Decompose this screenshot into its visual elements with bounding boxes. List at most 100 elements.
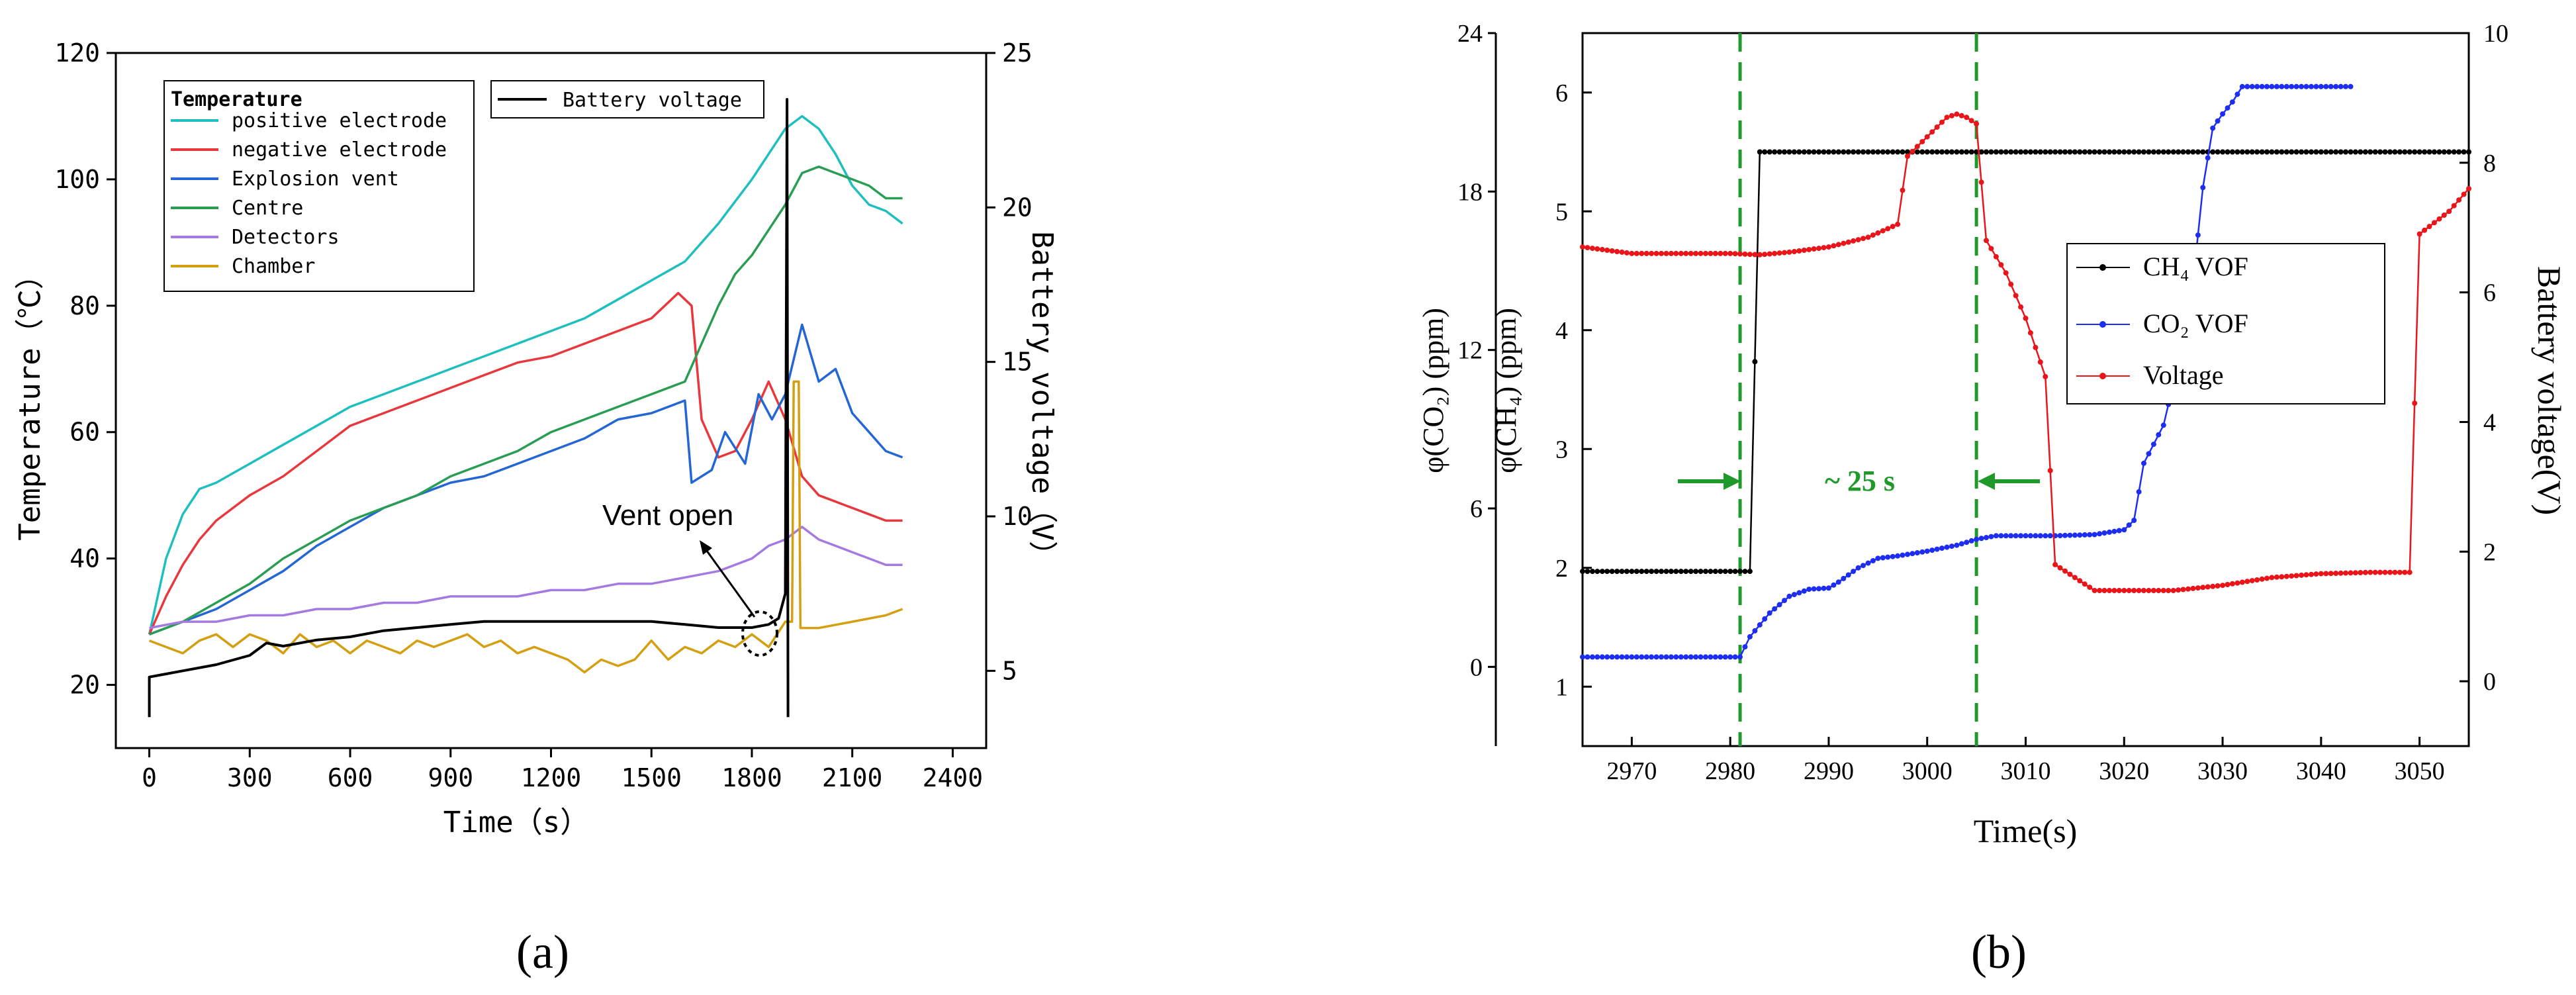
point-co-vof (1624, 654, 1630, 660)
x-tick-label: 3000 (1902, 757, 1953, 785)
point-voltage (2249, 578, 2255, 584)
point-voltage (1845, 239, 1851, 245)
point-ch-vof (1924, 149, 1930, 155)
point-ch-vof (2166, 149, 2172, 155)
legend-label-co2-vof: CO₂ VOF (2143, 308, 2248, 338)
point-ch-vof (2047, 149, 2053, 155)
point-voltage (2289, 573, 2295, 579)
point-co-vof (2259, 83, 2265, 89)
point-ch-vof (1673, 569, 1679, 575)
point-ch-vof (1649, 569, 1655, 575)
y-right-tick-label: 25 (1002, 38, 1033, 68)
point-ch-vof (2299, 149, 2305, 155)
x-tick-label: 0 (142, 763, 157, 792)
point-co-vof (1708, 654, 1714, 660)
point-ch-vof (2309, 149, 2314, 155)
point-ch-vof (2279, 149, 2285, 155)
point-co-vof (1643, 654, 1649, 660)
point-ch-vof (1762, 149, 1768, 155)
legend-marker-ch4-vof (2099, 264, 2106, 271)
point-voltage (1825, 244, 1831, 250)
point-co-vof (2062, 532, 2068, 538)
voltage-tick-label: 0 (2483, 668, 2496, 696)
point-co-vof (1639, 654, 1645, 660)
point-ch-vof (2377, 149, 2383, 155)
point-ch-vof (1718, 569, 1724, 575)
point-ch-vof (1905, 149, 1910, 155)
voltage-tick-label: 8 (2483, 150, 2496, 177)
point-ch-vof (1870, 149, 1876, 155)
x-tick-label: 3040 (2296, 757, 2346, 785)
point-ch-vof (2318, 149, 2324, 155)
point-co-vof (1880, 555, 1886, 561)
point-ch-vof (2269, 149, 2275, 155)
legend-label-positive-electrode: positive electrode (232, 109, 447, 132)
point-co-vof (1875, 555, 1881, 561)
x-tick-label: 1800 (721, 763, 782, 792)
point-ch-vof (2097, 149, 2103, 155)
point-voltage (2264, 575, 2270, 581)
point-co-vof (1978, 536, 1984, 542)
point-co-vof (1929, 547, 1935, 553)
series-chamber (148, 380, 903, 674)
point-ch-vof (1914, 149, 1920, 155)
point-co-vof (1762, 616, 1768, 622)
point-co-vof (2136, 489, 2142, 495)
voltage-tick-label: 6 (2483, 279, 2496, 307)
point-co-vof (2269, 83, 2275, 89)
point-ch-vof (1609, 569, 1615, 575)
ch4-tick-label: 2 (1555, 555, 1568, 583)
point-ch-vof (1801, 149, 1807, 155)
x-tick-label: 3050 (2395, 757, 2445, 785)
point-voltage (1875, 230, 1881, 236)
point-co-vof (1845, 572, 1851, 578)
point-voltage (2160, 588, 2166, 593)
point-voltage (2033, 344, 2039, 350)
point-ch-vof (1594, 569, 1600, 575)
point-ch-vof (1958, 149, 1964, 155)
point-co-vof (2289, 83, 2295, 89)
point-co-vof (2027, 533, 2033, 539)
x-tick-label: 300 (227, 763, 273, 792)
point-co-vof (2343, 83, 2348, 89)
point-ch-vof (1747, 569, 1753, 575)
point-co-vof (1796, 590, 1802, 596)
point-voltage (2441, 213, 2447, 218)
point-ch-vof (2422, 149, 2428, 155)
point-voltage (2446, 209, 2452, 214)
point-ch-vof (2190, 149, 2196, 155)
voltage-tick-label: 2 (2483, 538, 2496, 566)
point-co-vof (1998, 533, 2004, 539)
point-co-vof (2111, 528, 2117, 534)
point-voltage (1831, 243, 1837, 249)
chart-a-right-axis-title: Battery voltage（V） (1025, 231, 1059, 570)
point-co-vof (1712, 654, 1718, 660)
point-voltage (2456, 197, 2462, 203)
point-ch-vof (2200, 149, 2206, 155)
point-voltage (1865, 234, 1871, 240)
point-voltage (2166, 588, 2172, 593)
point-voltage (1624, 250, 1630, 256)
legend-label-explosion-vent: Explosion vent (232, 167, 399, 191)
point-voltage (1712, 250, 1718, 256)
point-ch-vof (1796, 149, 1802, 155)
point-voltage (2279, 574, 2285, 580)
point-co-vof (2057, 533, 2063, 539)
point-ch-vof (1624, 569, 1630, 575)
point-ch-vof (2436, 149, 2442, 155)
chart-b-series-group (1580, 83, 2471, 660)
point-ch-vof (2293, 149, 2299, 155)
point-ch-vof (2249, 149, 2255, 155)
x-tick-label: 2990 (1804, 757, 1854, 785)
y-left-tick-label: 40 (69, 544, 100, 573)
point-voltage (1998, 262, 2004, 267)
point-voltage (2185, 586, 2191, 592)
point-ch-vof (2402, 149, 2408, 155)
point-voltage (1919, 139, 1925, 144)
point-co-vof (2037, 533, 2043, 539)
point-co-vof (2234, 91, 2240, 97)
point-ch-vof (2254, 149, 2260, 155)
point-voltage (1964, 115, 1970, 120)
point-co-vof (1786, 593, 1792, 599)
